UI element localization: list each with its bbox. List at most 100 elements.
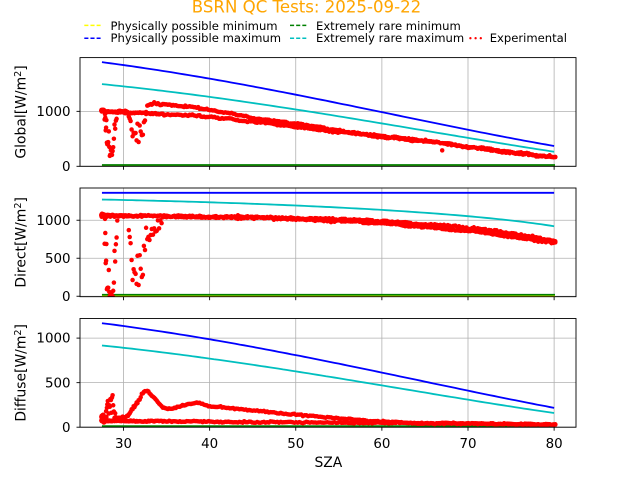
experimental-point <box>112 411 118 416</box>
experimental-point <box>114 235 119 240</box>
legend-item-er-min: Extremely rare minimum <box>290 19 461 33</box>
subplot-diffuse: Diffuse[W/m2] <box>13 318 577 431</box>
experimental-point <box>143 109 149 115</box>
experimental-point <box>137 252 142 258</box>
experimental-point <box>102 213 107 218</box>
gridlines <box>80 188 576 297</box>
plots-layer: Global[W/m2] Direct[W/m2] Diffuse[W/m2] <box>13 57 577 431</box>
legend-item-pp-min: Physically possible minimum <box>84 19 278 33</box>
experimental-point <box>112 259 118 264</box>
subplot-2-ytick-label-1000: 1000 <box>36 214 70 229</box>
experimental-point <box>141 243 147 249</box>
extremely-rare-maximum-line <box>101 83 555 153</box>
experimental-point <box>110 293 115 297</box>
legend-label-er-min: Extremely rare minimum <box>316 19 461 33</box>
xtick-label-60: 60 <box>373 437 390 452</box>
experimental-point <box>105 139 111 145</box>
experimental-point <box>104 241 109 247</box>
x-axis-label: SZA <box>314 455 342 471</box>
experimental-point <box>111 280 117 285</box>
experimental-point <box>111 136 117 141</box>
experimental-point <box>114 116 119 122</box>
legend-item-er-max: Extremely rare maximum <box>290 31 464 45</box>
physically-possible-maximum-line <box>101 322 555 409</box>
experimental-scatter <box>99 100 558 160</box>
experimental-point <box>103 230 108 236</box>
tick-marks <box>76 337 555 431</box>
xtick-label-50: 50 <box>287 437 304 452</box>
subplot-3-ytick-label-1000: 1000 <box>36 332 70 347</box>
subplot-1-ytick-label-0: 0 <box>62 160 71 175</box>
xtick-label-30: 30 <box>115 437 132 452</box>
experimental-point <box>140 272 146 278</box>
extremely-rare-maximum-line <box>101 198 555 228</box>
subplot-global: Global[W/m2] <box>13 57 577 170</box>
y-axis-label-global: Global[W/m2] <box>13 65 30 158</box>
experimental-point <box>102 108 107 113</box>
experimental-point <box>140 132 146 137</box>
legend-label-pp-min: Physically possible minimum <box>111 19 278 33</box>
gridlines <box>80 318 576 428</box>
experimental-point <box>553 240 558 245</box>
experimental-point <box>112 248 117 254</box>
experimental-point <box>143 225 149 231</box>
extremely-rare-maximum-line <box>101 344 555 414</box>
xtick-label-70: 70 <box>459 437 476 452</box>
experimental-scatter <box>99 211 558 297</box>
experimental-point <box>138 266 143 272</box>
experimental-point <box>133 271 138 277</box>
experimental-point <box>106 267 112 273</box>
xtick-label-80: 80 <box>546 437 563 452</box>
experimental-point <box>138 129 143 134</box>
experimental-point <box>104 414 109 420</box>
experimental-point <box>110 403 116 408</box>
figure-title: BSRN QC Tests: 2025-09-22 <box>192 0 421 16</box>
xtick-label-40: 40 <box>201 437 218 452</box>
experimental-point <box>115 218 120 223</box>
y-axis-label-direct: Direct[W/m2] <box>13 197 30 288</box>
physically-possible-maximum-line <box>101 61 555 147</box>
experimental-point <box>127 234 132 240</box>
experimental-point <box>113 242 119 247</box>
experimental-point <box>142 118 148 123</box>
experimental-point <box>112 126 118 131</box>
experimental-point <box>110 144 116 150</box>
experimental-scatter <box>99 388 558 428</box>
experimental-point <box>125 214 131 219</box>
legend-label-experimental: Experimental <box>490 31 567 45</box>
experimental-point <box>438 140 443 146</box>
tick-marks <box>76 219 555 301</box>
experimental-point <box>128 240 133 246</box>
experimental-point <box>107 404 113 410</box>
legend-experimental-dot-icon <box>469 37 472 40</box>
legend-label-pp-max: Physically possible maximum <box>111 31 282 45</box>
experimental-point <box>553 422 558 427</box>
tick-marks <box>76 110 555 170</box>
legend: Physically possible minimum Physically p… <box>84 19 567 45</box>
experimental-point <box>102 216 108 222</box>
experimental-point <box>109 152 115 158</box>
experimental-point <box>159 220 164 226</box>
experimental-point <box>103 125 109 130</box>
experimental-point <box>110 148 115 154</box>
subplot-3-ytick-label-0: 0 <box>62 421 71 436</box>
experimental-point <box>133 130 138 136</box>
experimental-point <box>129 127 134 132</box>
subplot-3-ytick-label-500: 500 <box>45 376 71 391</box>
experimental-point <box>439 148 445 153</box>
subplot-2-ytick-label-500: 500 <box>45 252 71 267</box>
experimental-point <box>102 111 108 117</box>
legend-experimental-dot-icon <box>479 37 482 40</box>
experimental-point <box>106 129 112 134</box>
experimental-point <box>150 232 156 237</box>
experimental-point <box>553 154 558 160</box>
experimental-point <box>112 122 117 127</box>
experimental-point <box>104 117 109 123</box>
legend-item-pp-max: Physically possible maximum <box>84 31 281 45</box>
experimental-point <box>125 110 131 115</box>
experimental-point <box>137 123 142 128</box>
y-axis-label-diffuse: Diffuse[W/m2] <box>13 324 30 422</box>
experimental-point <box>138 394 143 400</box>
